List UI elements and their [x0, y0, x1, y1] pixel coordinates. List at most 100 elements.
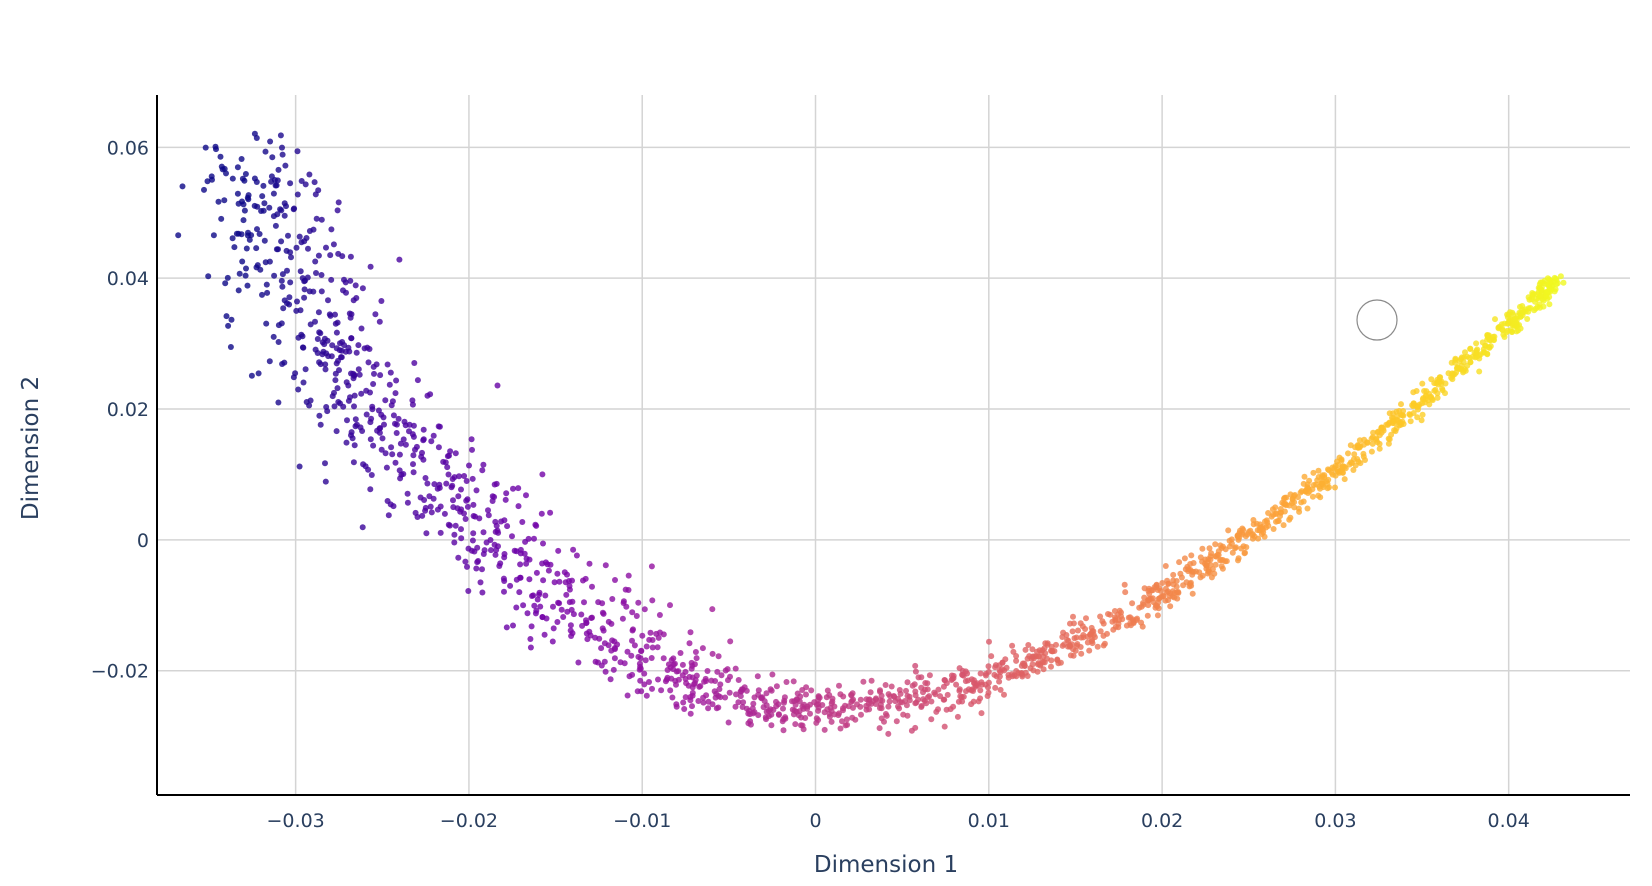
scatter-point: [578, 611, 585, 618]
data-points: [175, 130, 1567, 737]
scatter-point: [1398, 401, 1404, 408]
scatter-point: [240, 201, 247, 208]
scatter-point: [641, 606, 648, 613]
scatter-point: [556, 578, 563, 585]
scatter-point: [435, 444, 442, 451]
scatter-point: [631, 642, 638, 649]
scatter-point: [996, 667, 1003, 674]
scatter-point: [1541, 277, 1548, 284]
scatter-point: [455, 554, 462, 561]
scatter-point: [328, 226, 335, 233]
scatter-point: [275, 399, 282, 406]
scatter-point: [293, 307, 300, 314]
scatter-point: [1368, 435, 1375, 442]
scatter-point: [283, 203, 289, 210]
scatter-point: [268, 178, 275, 185]
scatter-point: [1215, 552, 1222, 558]
scatter-point: [1232, 545, 1238, 552]
scatter-point: [649, 637, 656, 643]
scatter-point: [1509, 328, 1515, 335]
scatter-point: [924, 686, 931, 693]
scatter-point: [520, 602, 527, 609]
scatter-point: [1434, 394, 1441, 401]
scatter-point: [345, 397, 352, 404]
scatter-point: [803, 691, 809, 698]
scatter-point: [1334, 467, 1341, 474]
tick-labels: −0.03 −0.02 −0.01 0 0.01 0.02 0.03 0.04 −0.02 0 0.…: [91, 137, 1530, 832]
scatter-point: [213, 146, 219, 153]
scatter-point: [378, 411, 385, 418]
scatter-point: [392, 459, 399, 466]
scatter-point: [633, 613, 640, 619]
scatter-point: [254, 203, 261, 210]
scatter-point: [412, 446, 418, 453]
scatter-point: [1100, 632, 1107, 639]
scatter-point: [401, 418, 408, 425]
scatter-point: [1029, 646, 1036, 653]
scatter-point: [611, 645, 618, 651]
scatter-point: [462, 516, 469, 522]
scatter-point: [667, 664, 674, 671]
scatter-point: [1002, 656, 1009, 663]
scatter-point: [410, 461, 416, 468]
scatter-point: [709, 650, 716, 657]
scatter-point: [320, 348, 327, 355]
scatter-point: [624, 648, 631, 655]
scatter-point: [396, 467, 403, 474]
scatter-point: [301, 294, 308, 301]
scatter-point: [1073, 634, 1080, 641]
scatter-point: [1439, 385, 1446, 392]
scatter-point: [1277, 513, 1283, 520]
scatter-point: [1505, 311, 1512, 318]
scatter-point: [244, 194, 251, 201]
y-tick-label: 0.04: [107, 268, 149, 290]
scatter-point: [813, 715, 820, 722]
scatter-point: [997, 686, 1004, 693]
scatter-point: [807, 710, 813, 717]
scatter-point: [443, 480, 450, 487]
scatter-point: [388, 402, 395, 409]
scatter-point: [1265, 510, 1272, 516]
scatter-point: [763, 690, 770, 697]
scatter-point: [464, 563, 470, 570]
scatter-point: [715, 704, 722, 711]
scatter-point: [351, 442, 358, 449]
scatter-point: [523, 555, 530, 562]
scatter-point: [267, 138, 274, 145]
scatter-point: [1332, 484, 1338, 491]
scatter-point: [842, 722, 849, 729]
scatter-point: [607, 676, 614, 683]
scatter-point: [1176, 559, 1183, 566]
scatter-point: [351, 403, 357, 410]
scatter-point: [564, 608, 571, 615]
scatter-point: [382, 397, 389, 404]
y-axis-title: Dimension 2: [18, 376, 44, 520]
scatter-point: [368, 472, 375, 478]
scatter-point: [284, 267, 290, 274]
scatter-point: [840, 693, 847, 700]
scatter-point: [1030, 667, 1037, 674]
scatter-point: [263, 320, 270, 327]
scatter-point: [316, 359, 323, 366]
scatter-point: [328, 276, 335, 283]
scatter-point: [313, 270, 319, 276]
x-tick-label: −0.02: [440, 810, 498, 832]
scatter-point: [322, 478, 329, 485]
scatter-point: [1324, 485, 1331, 492]
scatter-point: [1290, 492, 1297, 499]
scatter-point: [480, 461, 487, 468]
scatter-point: [1070, 613, 1076, 620]
scatter-point: [419, 512, 426, 519]
scatter-point: [419, 449, 425, 456]
scatter-point: [718, 672, 725, 679]
scatter-point: [369, 406, 376, 413]
scatter-point: [1217, 557, 1224, 564]
scatter-point: [348, 335, 355, 342]
scatter-point: [762, 714, 769, 721]
scatter-point: [440, 458, 447, 465]
scatter-point: [792, 721, 799, 728]
scatter-point: [1174, 595, 1181, 602]
scatter-point: [474, 559, 481, 566]
scatter-point: [1042, 650, 1049, 657]
scatter-point: [215, 198, 222, 205]
